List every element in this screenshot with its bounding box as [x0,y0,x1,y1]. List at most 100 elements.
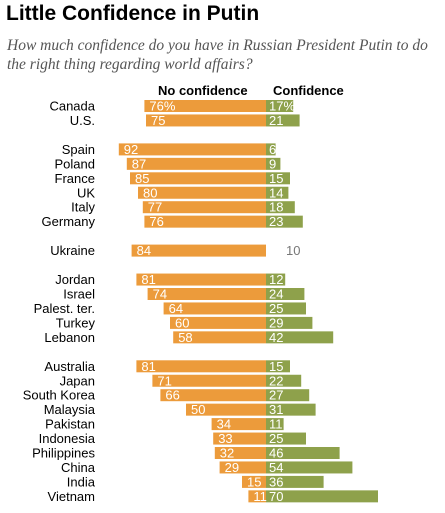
bar-confidence-philippines [266,447,340,459]
bar-no-confidence-philippines [214,447,266,459]
row-germany: Germany 76 23 [42,214,303,229]
bar-confidence-vietnam [266,490,378,503]
bar-confidence-china [266,461,353,474]
value-label-no-confidence-poland: 87 [132,156,146,171]
bar-no-confidence-u-s [146,114,266,127]
value-label-no-confidence-spain: 92 [124,142,138,157]
category-label-israel: Israel [63,287,95,302]
value-label-confidence-vietnam: 70 [269,489,283,504]
bar-confidence-pakistan [266,418,284,431]
row-malaysia: Malaysia 50 31 [44,402,316,417]
value-label-confidence-india: 36 [269,474,283,489]
category-label-jordan: Jordan [55,272,95,287]
bar-no-confidence-uk [138,186,266,199]
bar-no-confidence-pakistan [211,418,266,431]
row-pakistan: Pakistan 34 11 [45,417,284,432]
value-label-confidence-italy: 18 [269,200,283,215]
row-philippines: Philippines 32 46 [32,446,340,461]
value-label-confidence-palest-ter: 25 [269,301,283,316]
category-label-france: France [55,171,95,186]
row-india: India 15 36 [67,474,324,489]
value-label-no-confidence-pakistan: 34 [217,417,231,432]
category-label-palest-ter: Palest. ter. [34,301,95,316]
category-label-poland: Poland [55,156,95,171]
category-label-uk: UK [77,185,95,200]
bar-no-confidence-jordan [136,273,266,286]
bar-no-confidence-canada [144,100,266,112]
row-u-s: U.S. 75 21 [70,113,300,128]
value-label-confidence-israel: 24 [269,287,283,302]
row-canada: Canada 76% 17% [49,99,295,114]
value-label-confidence-france: 15 [269,171,283,186]
bar-no-confidence-spain [118,143,266,156]
row-china: China 29 54 [61,460,353,475]
value-label-confidence-ukraine: 10 [286,243,300,258]
bar-confidence-ukraine [266,244,282,257]
bar-no-confidence-malaysia [186,403,266,416]
value-label-no-confidence-germany: 76 [149,214,163,229]
category-label-south-korea: South Korea [23,388,96,403]
bar-confidence-jordan [266,273,286,286]
row-australia: Australia 81 15 [44,359,290,374]
chart-title: Little Confidence in Putin [6,2,260,25]
row-japan: Japan 71 22 [60,373,302,388]
value-label-no-confidence-china: 29 [225,460,239,475]
row-vietnam: Vietnam 11 70 [48,489,378,504]
bar-confidence-palest-ter [266,302,306,315]
value-label-no-confidence-malaysia: 50 [191,402,205,417]
category-label-canada: Canada [49,99,95,114]
row-south-korea: South Korea 66 27 [23,388,310,403]
bar-confidence-france [266,172,290,185]
value-label-no-confidence-jordan: 81 [141,272,155,287]
row-turkey: Turkey 60 29 [56,315,313,330]
value-label-confidence-lebanon: 42 [269,330,283,345]
bar-confidence-south-korea [266,389,310,402]
bar-confidence-indonesia [266,432,306,445]
bar-confidence-israel [266,288,305,300]
bar-no-confidence-japan [152,374,266,387]
bar-confidence-italy [266,201,295,214]
bar-no-confidence-palest-ter [163,302,266,315]
bar-confidence-germany [266,215,303,228]
category-label-germany: Germany [42,214,96,229]
bar-no-confidence-turkey [170,316,266,329]
bar-confidence-malaysia [266,403,316,416]
category-label-turkey: Turkey [56,315,96,330]
value-label-no-confidence-u-s: 75 [151,113,165,128]
value-label-confidence-germany: 23 [269,214,283,229]
value-label-no-confidence-lebanon: 58 [178,330,192,345]
value-label-no-confidence-israel: 74 [153,287,167,302]
bar-no-confidence-australia [136,360,266,373]
bar-confidence-turkey [266,316,313,329]
value-label-confidence-canada: 17% [269,99,295,114]
bar-no-confidence-italy [142,201,266,214]
value-label-confidence-uk: 14 [269,185,283,200]
bar-confidence-spain [266,143,276,156]
value-label-no-confidence-canada: 76% [149,99,175,114]
value-label-no-confidence-indonesia: 33 [218,431,232,446]
row-israel: Israel 74 24 [63,287,305,302]
category-label-china: China [61,460,96,475]
category-label-u-s: U.S. [70,113,95,128]
category-label-india: India [67,474,96,489]
value-label-confidence-turkey: 29 [269,315,283,330]
legend-no-confidence: No confidence [158,83,248,98]
bar-confidence-canada [266,100,294,112]
value-label-no-confidence-ukraine: 84 [137,243,151,258]
value-label-confidence-south-korea: 27 [269,388,283,403]
bar-no-confidence-france [130,172,266,185]
legend-confidence: Confidence [273,83,344,98]
value-label-confidence-philippines: 46 [269,446,283,461]
value-label-no-confidence-france: 85 [135,171,149,186]
value-label-confidence-china: 54 [269,460,283,475]
bar-confidence-australia [266,360,290,373]
value-label-confidence-malaysia: 31 [269,402,283,417]
bar-no-confidence-vietnam [248,490,266,503]
row-france: France 85 15 [55,171,290,186]
value-label-confidence-u-s: 21 [269,113,283,128]
category-label-spain: Spain [62,142,95,157]
value-label-no-confidence-italy: 77 [148,200,162,215]
value-label-no-confidence-japan: 71 [157,373,171,388]
value-label-no-confidence-philippines: 32 [220,446,234,461]
